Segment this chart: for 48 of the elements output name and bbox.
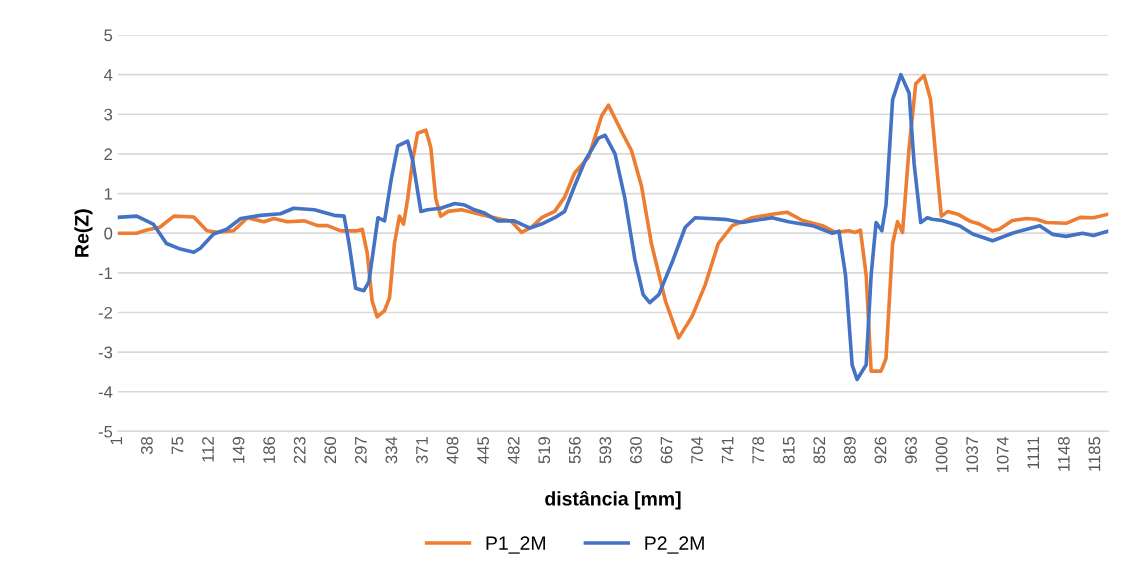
y-tick-label: 1 [104,188,113,200]
x-tick-label: 445 [477,436,489,464]
x-tick-label: 852 [813,437,826,464]
x-tick-label: 1 [110,437,123,445]
y-tick-label: 0 [104,227,113,240]
x-axis-title: distância [mm] [545,490,681,510]
x-tick-label: 223 [293,437,306,464]
x-tick-label: 1148 [1057,437,1070,471]
y-tick-label: -4 [98,386,113,398]
y-tick-label: -3 [98,346,113,359]
x-tick-label: 778 [752,437,765,464]
x-tick-label: 1111 [1027,437,1040,469]
x-tick-label: 1185 [1088,436,1101,471]
x-tick-label: 926 [874,437,887,464]
y-tick-label: 2 [104,148,113,160]
x-tick-label: 667 [660,437,673,464]
x-tick-label: 75 [171,436,184,454]
y-axis-title: Re(Z) [74,209,93,257]
x-tick-label: 149 [232,437,245,463]
x-tick-label: 334 [385,436,398,464]
x-tick-label: 371 [416,437,428,464]
legend-label: P1_2M [486,536,545,554]
x-tick-label: 112 [202,437,214,462]
x-tick-label: 704 [691,436,703,464]
x-tick-label: 889 [843,437,856,464]
x-tick-label: 1000 [935,436,948,473]
x-tick-label: 519 [538,437,551,464]
x-tick-label: 482 [507,437,520,464]
x-tick-label: 260 [324,436,337,464]
x-tick-label: 630 [630,436,642,464]
y-tick-label: 5 [104,29,113,42]
y-tick-label: -5 [98,425,113,438]
legend-label: P2_2M [645,536,704,554]
x-tick-label: 1074 [996,436,1009,473]
x-tick-label: 38 [140,437,153,455]
x-tick-label: 556 [568,437,581,464]
y-tick-label: 4 [103,69,113,81]
x-tick-label: 741 [721,437,734,464]
y-tick-label: -2 [98,306,113,319]
x-tick-label: 186 [263,437,276,463]
y-tick-label: 3 [104,108,113,121]
x-tick-label: 297 [354,437,367,464]
x-tick-label: 593 [599,437,612,464]
x-tick-label: 963 [905,437,917,464]
x-tick-label: 408 [446,437,459,464]
x-tick-label: 1037 [966,437,979,473]
y-tick-label: -1 [98,267,113,279]
x-tick-label: 815 [782,436,795,464]
